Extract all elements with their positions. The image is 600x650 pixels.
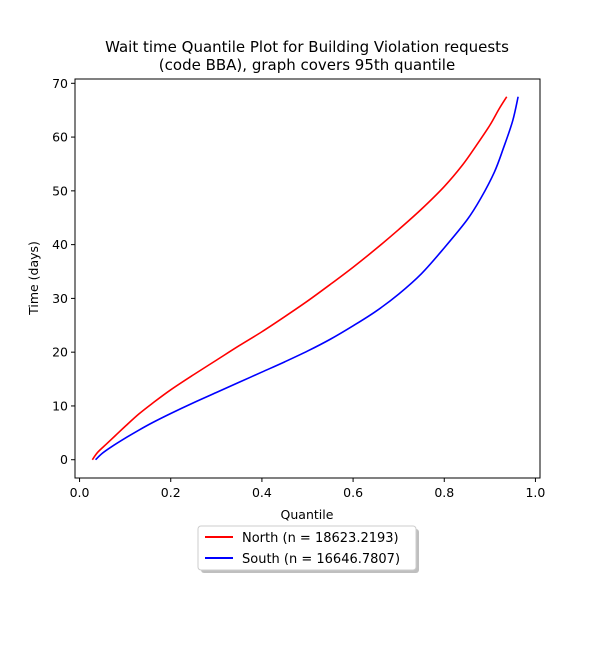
- y-axis: 0 10 20 30 40 50 60 70: [52, 76, 75, 467]
- x-tick-label: 0.4: [252, 485, 272, 500]
- y-tick-label: 30: [52, 291, 68, 306]
- x-tick-label: 0.0: [70, 485, 90, 500]
- x-tick-label: 0.2: [161, 485, 181, 500]
- y-tick-label: 70: [52, 76, 68, 91]
- legend-box: [197, 525, 417, 571]
- y-tick-label: 60: [52, 130, 68, 145]
- y-tick-label: 0: [60, 452, 68, 467]
- legend-label-south: South (n = 16646.7807): [242, 552, 400, 567]
- x-tick-label: 0.6: [343, 485, 363, 500]
- y-tick-label: 50: [52, 183, 68, 198]
- chart-title: Wait time Quantile Plot for Building Vio…: [105, 38, 509, 56]
- y-tick-label: 40: [52, 237, 68, 252]
- x-axis-label: Quantile: [281, 507, 334, 522]
- legend-label-north: North (n = 18623.2193): [242, 531, 399, 546]
- legend: North (n = 18623.2193) South (n = 16646.…: [197, 525, 419, 573]
- series-line-south: [94, 96, 519, 461]
- x-axis: 0.0 0.2 0.4 0.6 0.8 1.0: [70, 478, 545, 500]
- y-axis-label: Time (days): [26, 241, 41, 316]
- chart-subtitle: (code BBA), graph covers 95th quantile: [159, 56, 455, 74]
- x-tick-label: 1.0: [525, 485, 545, 500]
- y-tick-label: 20: [52, 345, 68, 360]
- series-layer: [91, 96, 519, 461]
- y-tick-label: 10: [52, 398, 68, 413]
- plot-frame: [74, 78, 541, 479]
- series-line-north: [91, 96, 508, 461]
- x-tick-label: 0.8: [434, 485, 454, 500]
